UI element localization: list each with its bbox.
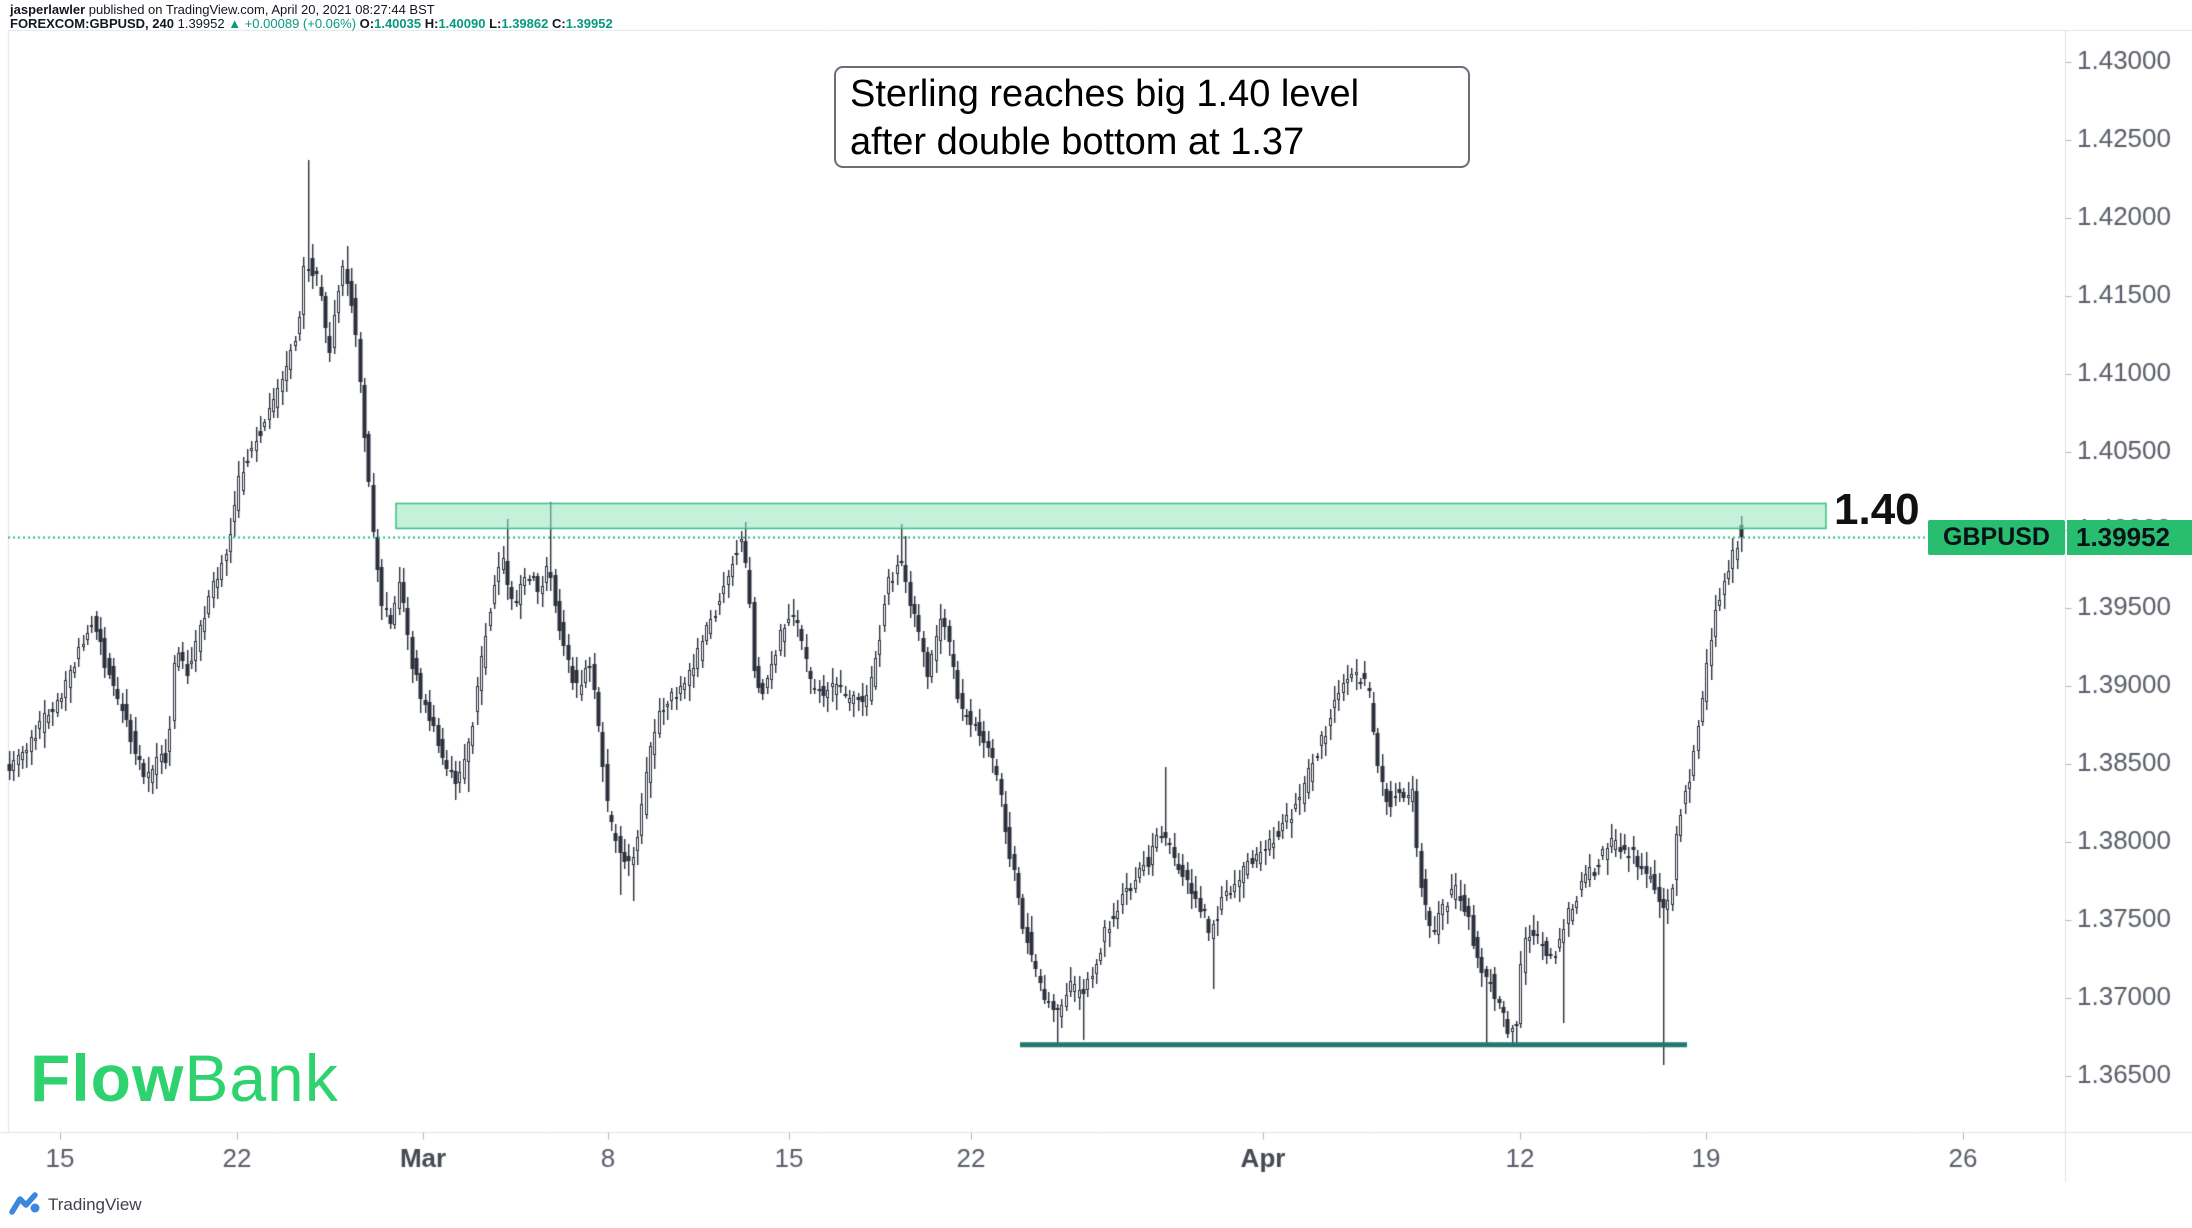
open-value: 1.40035 bbox=[374, 16, 422, 31]
byline-text: published on TradingView.com, April 20, … bbox=[85, 2, 435, 17]
last-price: 1.39952 bbox=[177, 16, 225, 31]
high-label: H: bbox=[424, 16, 439, 31]
flowbank-logo-bold: Flow bbox=[30, 1041, 185, 1115]
tradingview-icon[interactable] bbox=[9, 1191, 41, 1217]
annotation-box[interactable]: Sterling reaches big 1.40 level after do… bbox=[834, 66, 1470, 168]
author-name: jasperlawler bbox=[10, 2, 86, 17]
open-label: O: bbox=[359, 16, 375, 31]
level-label-1-40[interactable]: 1.40 bbox=[1834, 485, 1920, 534]
close-value: 1.39952 bbox=[565, 16, 613, 31]
high-value: 1.40090 bbox=[438, 16, 486, 31]
flowbank-logo: FlowBank bbox=[30, 1040, 339, 1116]
footer-bar: TradingView bbox=[0, 1182, 2192, 1228]
annotation-line-1: Sterling reaches big 1.40 level bbox=[850, 73, 1360, 115]
axis-last-price-tag: 1.39952 bbox=[2067, 520, 2192, 555]
low-value: 1.39862 bbox=[501, 16, 549, 31]
price-change: ▲ +0.00089 (+0.06%) bbox=[228, 16, 357, 31]
annotation-line-2: after double bottom at 1.37 bbox=[850, 121, 1305, 163]
close-label: C: bbox=[551, 16, 566, 31]
symbol-price-tag: GBPUSD bbox=[1928, 520, 2065, 555]
tradingview-brand-text[interactable]: TradingView bbox=[48, 1195, 142, 1214]
symbol-info-row[interactable]: FOREXCOM:GBPUSD, 240 1.39952 ▲ +0.00089 … bbox=[10, 16, 613, 31]
flowbank-logo-light: Bank bbox=[184, 1041, 339, 1115]
low-label: L: bbox=[489, 16, 502, 31]
symbol-name: FOREXCOM:GBPUSD, 240 bbox=[10, 16, 174, 31]
publish-byline: jasperlawler published on TradingView.co… bbox=[10, 2, 435, 17]
